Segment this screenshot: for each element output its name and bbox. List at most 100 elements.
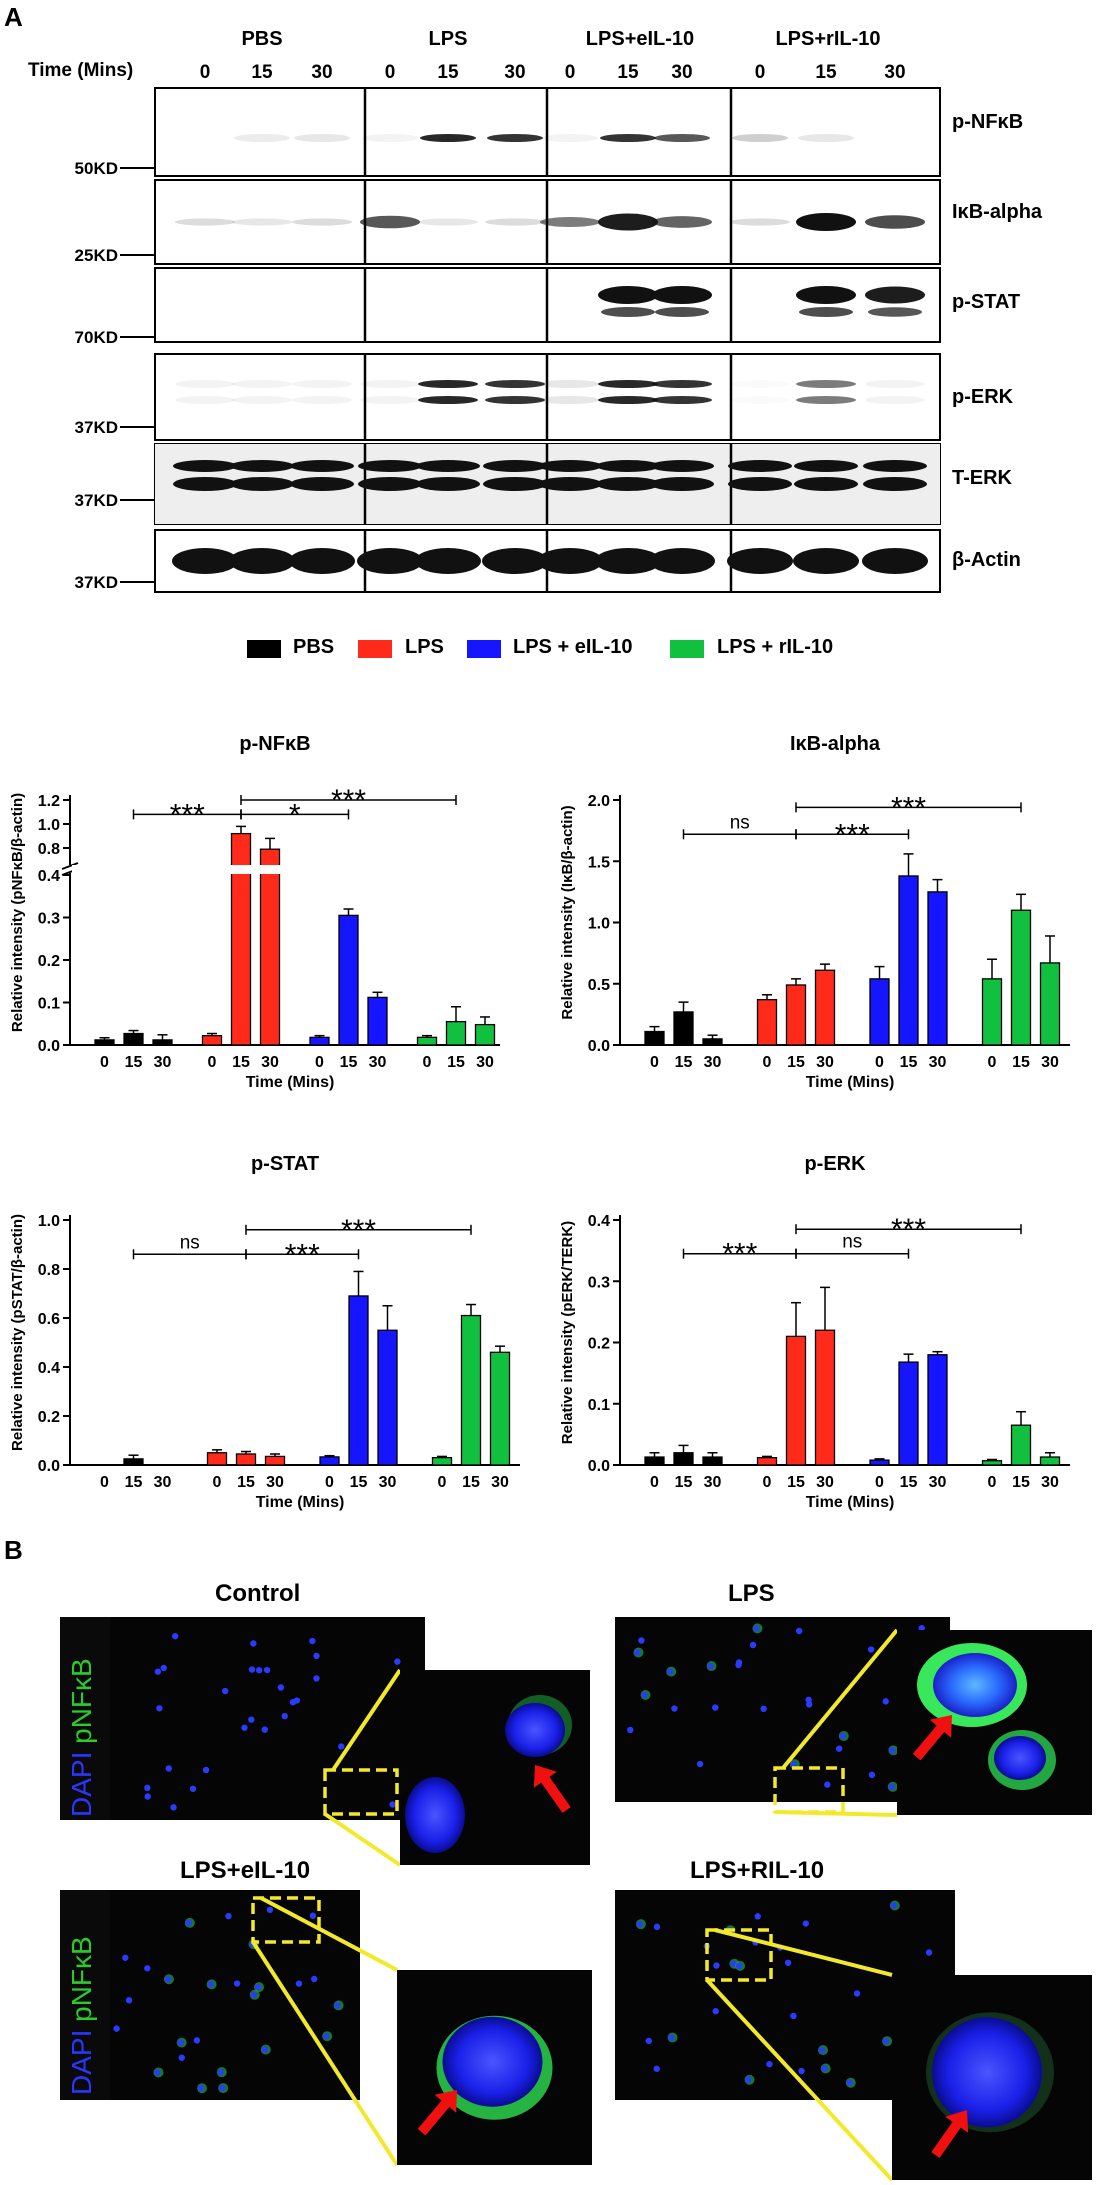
microscopy-field <box>110 1617 425 1820</box>
group-label-lps-ril10: LPS+rIL-10 <box>775 28 880 50</box>
cell-nucleus <box>745 2076 752 2083</box>
blot-band <box>418 396 478 404</box>
zoom-box <box>705 1928 773 1982</box>
cell-nucleus <box>193 2037 201 2044</box>
blot-band <box>865 396 925 404</box>
blot-band <box>652 216 712 228</box>
cell-nucleus <box>795 1627 803 1635</box>
microscopy-field <box>615 1617 950 1802</box>
blot-band <box>538 477 602 491</box>
x-tick-label: 30 <box>816 1474 834 1491</box>
bar <box>644 1456 665 1466</box>
cell-nucleus <box>636 1920 644 1928</box>
bar <box>206 1452 228 1466</box>
bar <box>367 996 388 1046</box>
blot-band <box>292 218 352 226</box>
cell-nucleus <box>241 1724 248 1731</box>
x-tick-label: 0 <box>650 1474 659 1491</box>
x-tick-label: 15 <box>447 1054 465 1071</box>
blot-band <box>540 396 600 404</box>
blot-band <box>863 477 927 491</box>
cell-nucleus <box>645 2037 652 2045</box>
zoom-connector <box>331 1668 402 1772</box>
cell-nucleus <box>322 2033 330 2040</box>
cell-nucleus <box>918 1624 925 1632</box>
legend-label-lps-eil10: LPS + eIL-10 <box>513 636 633 658</box>
cell-nucleus <box>309 1637 316 1645</box>
time-point-label: 15 <box>437 62 459 83</box>
legend-swatch-lps-eil10 <box>467 640 501 658</box>
y-axis-label: Relative intensity (pNFκB/β-actin) <box>9 793 26 1032</box>
blot-band <box>415 548 481 574</box>
cell-nucleus <box>217 2068 224 2076</box>
x-tick-label: 0 <box>988 1474 997 1491</box>
blot-band <box>650 460 714 472</box>
legend-label-lps: LPS <box>405 636 444 658</box>
blot-band <box>798 134 854 142</box>
zoom-nucleus <box>405 1777 465 1853</box>
x-axis-label: Time (Mins) <box>806 1074 895 1091</box>
sig-label: *** <box>341 1214 376 1247</box>
blot-band <box>868 307 922 317</box>
x-tick-label: 30 <box>261 1054 279 1071</box>
blot-label: β-Actin <box>952 549 1021 571</box>
sig-label: * <box>289 798 301 831</box>
x-tick-label: 30 <box>816 1054 834 1071</box>
cell-nucleus <box>713 1962 720 1969</box>
blot-band <box>730 218 790 226</box>
blot-row: p-NFκB 50KD <box>75 87 1023 178</box>
blot-band <box>652 286 712 304</box>
blot-band <box>863 460 927 472</box>
zoom-connector <box>260 1896 398 1972</box>
blot-band <box>232 396 292 404</box>
cell-nucleus <box>671 1705 678 1712</box>
bar <box>673 1011 694 1046</box>
y-tick-label: 1.0 <box>588 916 610 933</box>
chart-p-nfkb: p-NFκB 0.0 0.1 0.2 0.3 0.4 0.8 1.0 1.2 Relative i… <box>9 733 502 1091</box>
cell-nucleus <box>165 1765 172 1772</box>
cell-nucleus <box>338 1743 345 1750</box>
cell-nucleus <box>248 1666 256 1673</box>
blot-band <box>362 134 418 142</box>
x-axis-label: Time (Mins) <box>246 1074 335 1091</box>
blot-band <box>650 477 714 491</box>
y-tick-label: 1.5 <box>588 854 610 871</box>
blot-band <box>865 286 925 304</box>
western-blot-figure: PBS LPS LPS+eIL-10 LPS+rIL-10 Time (Mins… <box>28 28 1043 593</box>
y-tick-label: 1.2 <box>38 793 60 810</box>
blot-band <box>420 134 476 142</box>
bar <box>94 1039 115 1046</box>
x-tick-label: 15 <box>1012 1054 1030 1071</box>
micro-image-control <box>110 1617 590 1867</box>
blot-band <box>173 460 237 472</box>
y-tick-label: 0.8 <box>38 841 60 858</box>
mw-marker: 37KD <box>75 573 118 592</box>
blot-band <box>175 396 235 404</box>
sig-label: *** <box>331 784 366 817</box>
blot-band <box>654 134 710 142</box>
blot-band <box>649 548 715 574</box>
mw-marker: 37KD <box>75 418 118 437</box>
time-point-label: 30 <box>671 62 692 83</box>
image-title-control: Control <box>215 1580 301 1607</box>
blot-row: p-ERK 37KD <box>75 353 1014 441</box>
x-tick-label: 15 <box>1012 1474 1030 1491</box>
sig-label: *** <box>891 791 926 824</box>
image-title-lps-eil10: LPS+eIL-10 <box>180 1857 311 1884</box>
time-point-label: 15 <box>815 62 837 83</box>
bar <box>981 1460 1003 1466</box>
cell-nucleus <box>261 1726 268 1733</box>
cell-nucleus <box>696 1760 704 1768</box>
red-arrow-shape <box>533 1765 571 1813</box>
mw-marker: 50KD <box>75 159 118 178</box>
bar <box>898 875 919 1046</box>
blot-band <box>290 460 354 472</box>
cell-nucleus <box>867 1646 875 1653</box>
cell-nucleus <box>802 1920 810 1927</box>
blot-band <box>542 134 598 142</box>
blot-band <box>358 477 422 491</box>
x-tick-label: 30 <box>491 1474 509 1491</box>
bar <box>785 984 807 1046</box>
y-tick-label: 0.0 <box>38 1458 60 1475</box>
cell-nucleus <box>707 1662 714 1670</box>
